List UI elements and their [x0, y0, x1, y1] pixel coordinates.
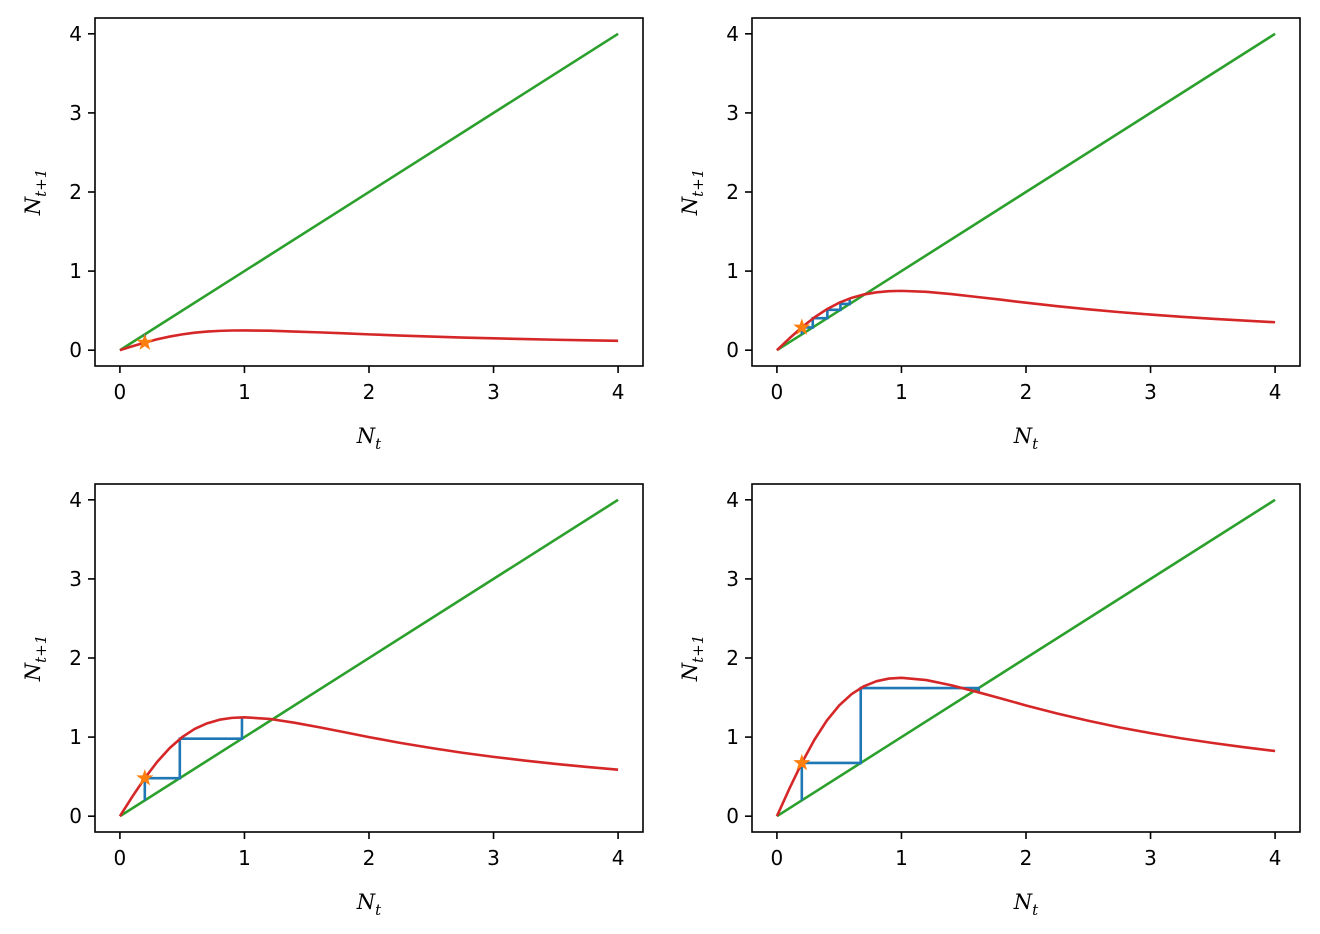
start-marker: [793, 753, 811, 771]
identity-line: [119, 498, 619, 818]
x-tick-label: 4: [612, 380, 625, 404]
cobweb-path: [800, 299, 852, 335]
y-tick-label: 4: [726, 488, 739, 512]
subplot-2: 0 1 2 3 4 0 1 2 3 4 Nt Nt+1: [678, 17, 1301, 453]
start-marker: [793, 318, 811, 335]
subplot-1: 0 1 2 3 4 0 1 2 3 4 Nt Nt+1: [21, 17, 644, 453]
identity-line: [119, 32, 619, 352]
x-tick-label: 2: [1020, 380, 1033, 404]
subplot-3: 0 1 2 3 4 0 1 2 3 4 Nt Nt+1: [21, 483, 644, 919]
x-tick-label: 1: [238, 380, 251, 404]
y-tick-label: 3: [726, 101, 739, 125]
x-tick-label: 0: [771, 846, 784, 870]
map-curve: [776, 289, 1276, 352]
x-axis-label: Nt: [1013, 424, 1039, 453]
y-tick-label: 1: [726, 725, 739, 749]
identity-line: [776, 498, 1276, 818]
plot-area: [118, 498, 619, 818]
y-tick-label: 3: [69, 101, 82, 125]
y-tick-label: 1: [69, 259, 82, 283]
y-tick-label: 3: [69, 567, 82, 591]
x-tick-label: 3: [1144, 846, 1157, 870]
cobweb-path: [800, 686, 980, 801]
x-tick-label: 2: [363, 380, 376, 404]
x-tick-label: 1: [238, 846, 251, 870]
map-curve: [119, 329, 619, 352]
x-tick-label: 1: [895, 380, 908, 404]
start-marker: [136, 769, 154, 786]
plot-area: [776, 32, 1276, 352]
x-tick-label: 2: [363, 846, 376, 870]
x-tick-label: 2: [1020, 846, 1033, 870]
x-tick-label: 3: [1144, 380, 1157, 404]
plot-area: [775, 498, 1276, 818]
y-tick-label: 0: [726, 338, 739, 362]
x-tick-label: 4: [1269, 846, 1282, 870]
cobweb-path: [143, 717, 244, 801]
y-tick-label: 4: [69, 488, 82, 512]
identity-line: [776, 32, 1276, 352]
x-tick-label: 4: [1269, 380, 1282, 404]
y-tick-label: 1: [69, 725, 82, 749]
plot-area: [119, 32, 619, 352]
x-tick-label: 1: [895, 846, 908, 870]
x-axis-label: Nt: [356, 890, 382, 919]
y-axis-label: Nt+1: [21, 635, 50, 683]
y-tick-label: 1: [726, 259, 739, 283]
y-tick-label: 4: [69, 22, 82, 46]
x-tick-label: 3: [487, 846, 500, 870]
y-tick-label: 0: [69, 338, 82, 362]
map-curve: [775, 676, 1276, 817]
x-tick-label: 3: [487, 380, 500, 404]
y-axis-label: Nt+1: [678, 169, 707, 217]
y-tick-label: 3: [726, 567, 739, 591]
y-tick-label: 2: [69, 646, 82, 670]
y-tick-label: 0: [69, 804, 82, 828]
x-tick-label: 0: [771, 380, 784, 404]
start-marker: [136, 333, 154, 350]
y-tick-label: 2: [726, 646, 739, 670]
x-tick-label: 4: [612, 846, 625, 870]
y-tick-label: 2: [69, 180, 82, 204]
y-axis-label: Nt+1: [678, 635, 707, 683]
y-tick-label: 4: [726, 22, 739, 46]
y-axis-label: Nt+1: [21, 169, 50, 217]
y-tick-label: 0: [726, 804, 739, 828]
map-curve: [118, 716, 619, 817]
x-tick-label: 0: [114, 380, 127, 404]
x-axis-label: Nt: [356, 424, 382, 453]
subplot-4: 0 1 2 3 4 0 1 2 3 4 Nt Nt+1: [678, 483, 1301, 919]
x-axis-label: Nt: [1013, 890, 1039, 919]
y-tick-label: 2: [726, 180, 739, 204]
x-tick-label: 0: [114, 846, 127, 870]
